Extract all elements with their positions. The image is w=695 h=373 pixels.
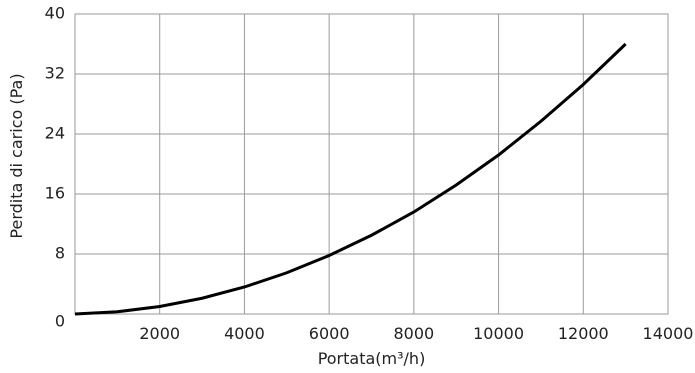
tick-labels: 2000 4000 6000 8000 10000 12000 14000 0 8 16 24 32 4… [45,4,694,344]
y-tick-label: 40 [45,4,65,23]
x-tick-label: 2000 [139,324,180,343]
y-tick-label: 32 [45,64,65,83]
x-tick-label: 6000 [309,324,350,343]
x-tick-label: 14000 [643,324,694,343]
series-line [74,42,627,316]
plot-frame [74,13,669,315]
y-tick-label: 24 [45,124,65,143]
y-tick-label: 8 [55,244,65,263]
x-tick-label: 4000 [224,324,265,343]
x-tick-label: 12000 [558,324,609,343]
y-tick-label: 0 [55,312,65,331]
x-axis-label: Portata(m³/h) [318,349,426,368]
y-tick-label: 16 [45,184,65,203]
grid [74,13,669,315]
x-tick-label: 10000 [473,324,524,343]
x-tick-label: 8000 [393,324,434,343]
y-axis-label: Perdita di carico (Pa) [7,73,26,238]
